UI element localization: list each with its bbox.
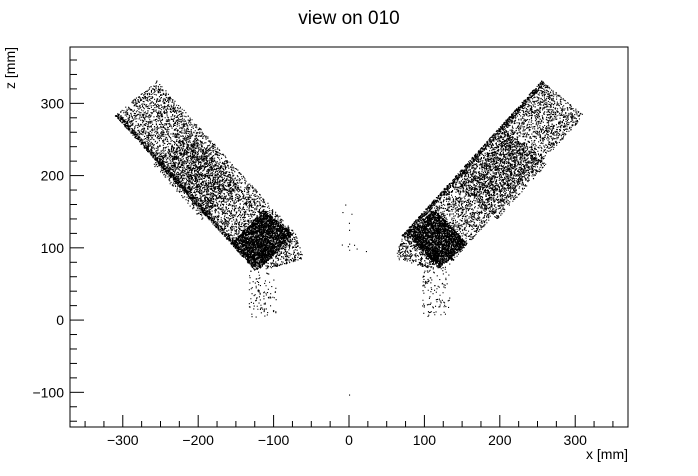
y-tick-label: −100 (32, 384, 64, 400)
y-tick-label: 300 (41, 95, 65, 111)
x-tick-label: 300 (564, 432, 588, 448)
x-tick-label: −300 (107, 432, 139, 448)
y-tick-label: 100 (41, 240, 65, 256)
x-axis-label: x [mm] (586, 446, 628, 462)
y-axis: −100 0 100 200 300 (32, 59, 84, 422)
x-tick-label: 200 (488, 432, 512, 448)
x-axis: −300 −200 −100 0 100 200 300 (84, 415, 614, 448)
y-tick-label: 200 (41, 168, 65, 184)
y-axis-label: z [mm] (2, 47, 18, 89)
x-tick-label: −100 (258, 432, 290, 448)
y-tick-label: 0 (56, 312, 64, 328)
x-tick-label: 100 (413, 432, 437, 448)
chart-title: view on 010 (298, 8, 399, 29)
x-tick-label: 0 (345, 432, 353, 448)
x-tick-label: −200 (182, 432, 214, 448)
